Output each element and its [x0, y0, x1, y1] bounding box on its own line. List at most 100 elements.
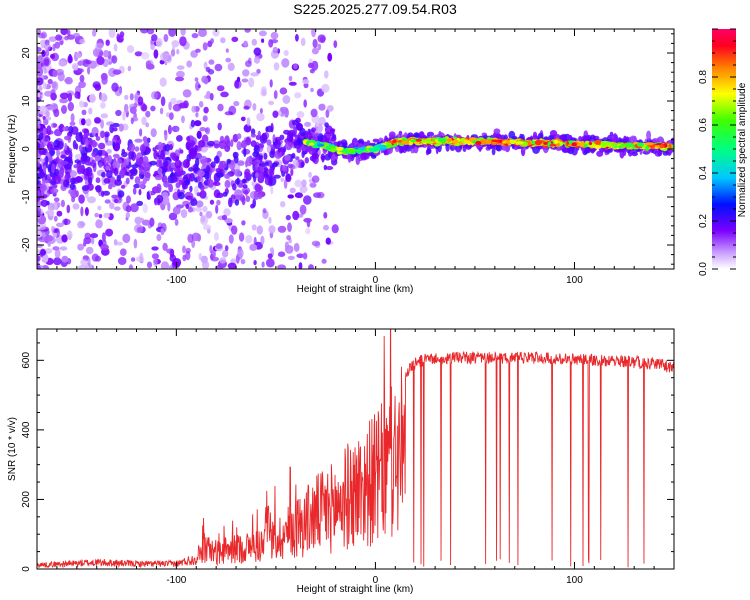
spectrogram-cell [141, 116, 147, 126]
spectrogram-cell [549, 144, 557, 147]
spectrogram-cell [294, 92, 302, 99]
spectrogram-cell [324, 122, 329, 128]
spectrogram-cell [260, 235, 265, 245]
spectrogram-cell [543, 141, 548, 145]
spectrogram-cell [301, 179, 307, 188]
spectrogram-cell [253, 260, 257, 266]
spectrogram-cell [225, 57, 232, 63]
spectrogram-cell [55, 34, 63, 41]
colorbar-tick-label: 0.4 [698, 166, 709, 180]
spectrogram-cell [104, 199, 111, 204]
spectrogram-cell [113, 167, 119, 176]
spectrogram-cell [103, 50, 110, 58]
spectrogram-cell [191, 232, 201, 242]
spectrogram-cell [37, 255, 41, 262]
spectrogram-cell [281, 164, 288, 172]
spectrogram-cell [170, 97, 177, 105]
spectrogram-cell [176, 65, 185, 70]
spectrogram-heatmap [37, 29, 674, 269]
spectrogram-cell [269, 79, 273, 88]
spectrogram-cell [157, 141, 163, 151]
spectrogram-cell [168, 264, 173, 269]
colorbar-tick-label: 0.6 [698, 118, 709, 132]
spectrogram-cell [280, 177, 285, 182]
spectrogram-cell [295, 156, 300, 161]
spectrogram-cell [294, 192, 303, 199]
spectrogram-cell [74, 91, 81, 99]
spectrogram-cell [234, 199, 240, 206]
spectrogram-cell [63, 135, 72, 141]
spectrogram-cell [323, 164, 327, 171]
spectrogram-cell [284, 154, 291, 161]
spectrogram-cell [163, 175, 168, 185]
spectrogram-cell [287, 222, 292, 233]
spectrogram-ytick-label: 0 [21, 146, 32, 152]
spectrogram-cell [106, 170, 113, 179]
spectrogram-cell [272, 134, 276, 143]
spectrogram-cell [268, 100, 275, 106]
spectrogram-cell [38, 132, 44, 140]
spectrogram-cell [111, 55, 118, 64]
spectrogram-cell [224, 245, 229, 252]
spectrogram-cell [101, 171, 106, 178]
spectrogram-cell [74, 159, 81, 164]
spectrogram-cell [70, 177, 77, 185]
spectrogram-cell [113, 198, 119, 204]
spectrogram-cell [255, 172, 259, 179]
spectrogram-cell [76, 52, 82, 59]
spectrogram-cell [311, 175, 320, 183]
spectrogram-cell [50, 92, 57, 101]
spectrogram-cell [198, 29, 207, 37]
spectrogram-cell [299, 185, 308, 194]
spectrogram-cell [138, 168, 147, 175]
spectrogram-cell [77, 243, 84, 251]
spectrogram-cell [146, 194, 151, 200]
spectrogram-cell [251, 160, 258, 166]
spectrogram-cell [100, 244, 109, 251]
spectrogram-cell [320, 36, 326, 44]
spectrogram-cell [253, 47, 262, 56]
spectrogram-cell [279, 134, 285, 140]
spectrogram-cell [554, 139, 559, 144]
spectrogram-cell [133, 238, 138, 249]
spectrogram-cell [534, 139, 543, 146]
snr-xtick-label: -100 [166, 575, 186, 586]
spectrogram-cell [578, 136, 583, 142]
spectrogram-cell [311, 152, 319, 160]
spectrogram-cell [40, 249, 46, 256]
spectrogram-cell [117, 257, 127, 265]
spectrogram-cell [186, 159, 190, 168]
spectrogram-cell [372, 138, 379, 143]
spectrogram-cell [40, 141, 45, 151]
spectrogram-xtick-label: 100 [566, 275, 583, 286]
spectrogram-cell [237, 248, 244, 258]
spectrogram-cell [133, 183, 141, 189]
spectrogram-cell [161, 195, 170, 206]
snr-ytick-label: 400 [21, 421, 32, 438]
spectrogram-cell [245, 156, 253, 167]
spectrogram-cell [176, 70, 185, 78]
spectrogram-cell [324, 70, 329, 79]
spectrogram-cell [149, 217, 155, 227]
spectrogram-cell [96, 56, 105, 65]
spectrogram-cell [601, 145, 607, 149]
spectrogram-cell [224, 173, 231, 179]
spectrogram-cell [312, 38, 318, 49]
spectrogram-cell [210, 161, 216, 168]
spectrogram-cell [92, 48, 100, 57]
spectrogram-cell [222, 191, 228, 197]
spectrogram-cell [48, 209, 55, 217]
spectrogram-cell [123, 103, 129, 113]
spectrogram-cell [139, 29, 149, 34]
spectrogram-cell [280, 201, 286, 208]
spectrogram-cell [98, 162, 103, 168]
spectrogram-cell [308, 264, 314, 269]
spectrogram-cell [105, 228, 114, 237]
spectrogram-cell [151, 253, 159, 260]
spectrogram-cell [318, 116, 326, 126]
spectrogram-cell [38, 225, 46, 231]
spectrogram-cell [208, 69, 215, 75]
spectrogram-cell [142, 203, 148, 214]
spectrogram-cell [95, 185, 102, 193]
spectrogram-cell [414, 139, 423, 142]
